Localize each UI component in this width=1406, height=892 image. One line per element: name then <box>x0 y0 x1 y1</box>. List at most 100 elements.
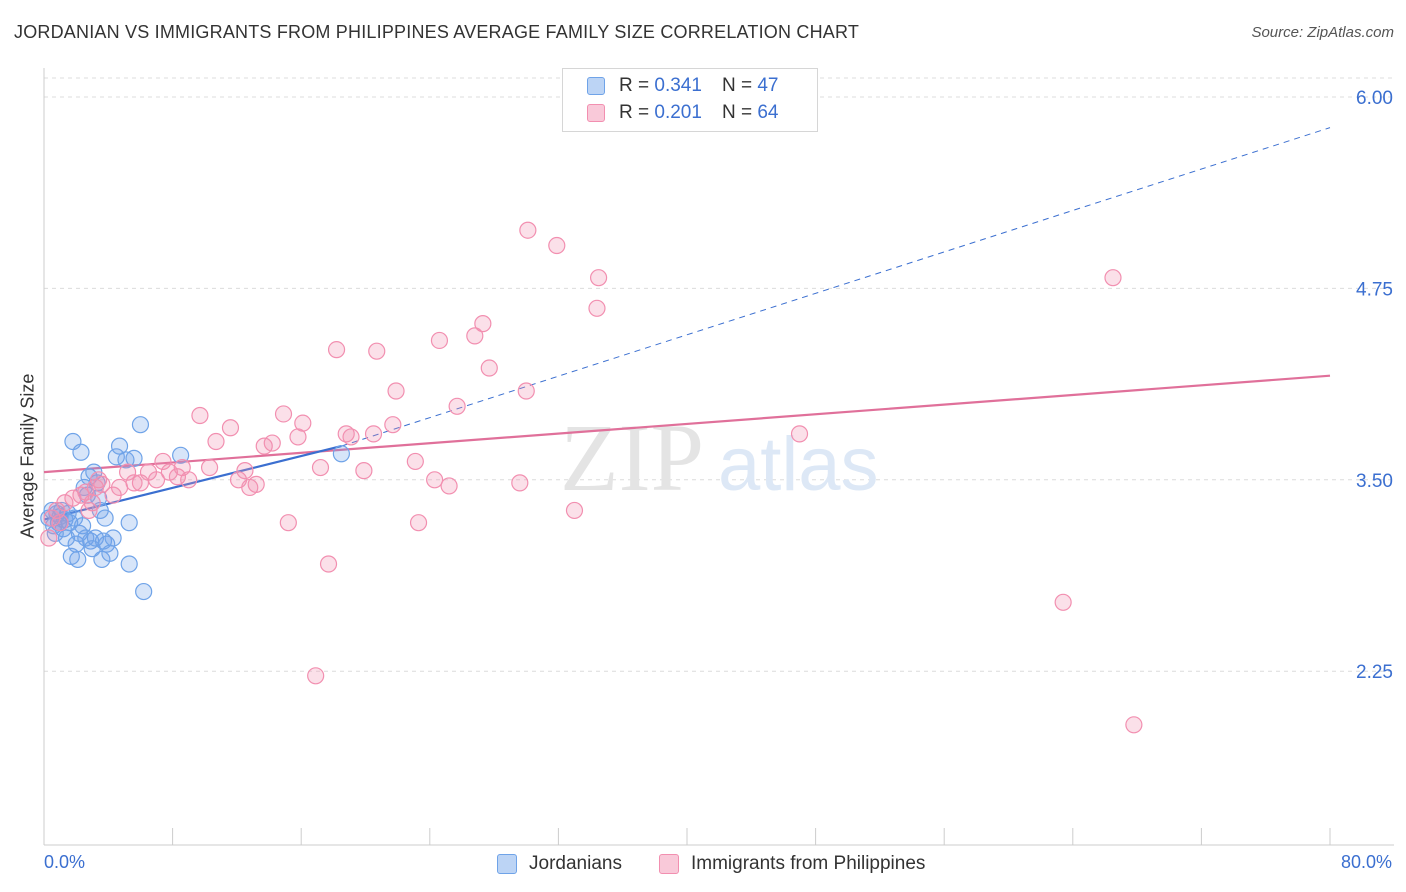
point-philippines <box>1104 269 1122 287</box>
point-philippines <box>519 221 537 239</box>
point-philippines <box>466 327 484 345</box>
watermark-atlas: atlas <box>718 422 879 507</box>
point-jordanian <box>131 416 150 434</box>
bottom-legend-label-philippines: Immigrants from Philippines <box>691 853 926 874</box>
point-jordanian <box>69 550 87 569</box>
legend-n-value-jordanians: 47 <box>757 75 779 96</box>
point-philippines <box>355 462 373 480</box>
legend-n-label: N = <box>721 102 753 123</box>
point-jordanian <box>107 448 125 466</box>
point-philippines <box>83 494 101 512</box>
axes <box>43 68 1394 846</box>
legend-row-philippines: R = 0.201 N = 64 <box>587 100 778 126</box>
bottom-legend-label-jordanians: Jordanians <box>529 853 622 874</box>
y-axis-title: Average Family Size <box>17 373 38 539</box>
legend-r-value-jordanians: 0.341 <box>654 75 702 96</box>
bottom-legend-jordanians: Jordanians <box>497 852 622 876</box>
point-philippines <box>565 501 584 520</box>
point-philippines <box>790 425 809 443</box>
bottom-legend-swatch-pink <box>659 854 679 874</box>
point-philippines <box>200 458 219 477</box>
point-philippines <box>387 382 405 400</box>
point-philippines <box>191 406 209 425</box>
trend-line-jordanians-projection <box>341 127 1331 447</box>
point-jordanian <box>120 514 138 532</box>
point-philippines <box>207 432 225 451</box>
data-points <box>40 221 1143 734</box>
point-philippines <box>236 462 254 480</box>
point-philippines <box>364 425 383 443</box>
legend-r-label: R = <box>619 102 650 123</box>
point-philippines <box>448 397 466 415</box>
legend-n-label: N = <box>721 75 753 96</box>
point-philippines <box>311 458 330 477</box>
point-philippines <box>337 425 355 443</box>
legend-r-label: R = <box>619 75 650 96</box>
point-philippines <box>480 359 498 377</box>
point-philippines <box>511 474 529 492</box>
legend-r-value-philippines: 0.201 <box>654 102 702 123</box>
y-tick-label: 6.00 <box>1356 88 1393 109</box>
trend-line-philippines <box>43 374 1331 474</box>
point-jordanian <box>101 544 119 562</box>
trend-lines <box>43 127 1331 521</box>
y-tick-labels: 2.25 3.50 4.75 6.00 <box>1356 88 1393 683</box>
legend-n-value-philippines: 64 <box>757 102 779 123</box>
point-philippines <box>1125 716 1143 734</box>
point-philippines <box>517 382 535 400</box>
point-jordanian <box>98 535 116 553</box>
point-philippines <box>77 483 95 501</box>
chart-title: JORDANIAN VS IMMIGRANTS FROM PHILIPPINES… <box>14 22 860 42</box>
point-philippines <box>147 471 166 489</box>
point-philippines <box>154 452 172 471</box>
bottom-legend-philippines: Immigrants from Philippines <box>659 852 925 876</box>
point-philippines <box>319 555 338 573</box>
point-philippines <box>409 514 428 532</box>
point-jordanian <box>135 582 153 601</box>
point-philippines <box>384 416 402 434</box>
y-tick-label: 2.25 <box>1356 662 1393 683</box>
y-tick-label: 3.50 <box>1356 471 1393 492</box>
point-philippines <box>110 478 129 497</box>
point-philippines <box>588 299 606 317</box>
point-jordanian <box>120 555 138 573</box>
point-philippines <box>51 514 69 532</box>
correlation-legend: R = 0.341 N = 47 R = 0.201 N = 64 <box>562 68 818 132</box>
point-philippines <box>368 342 386 360</box>
point-philippines <box>180 471 198 489</box>
point-philippines <box>90 471 108 489</box>
point-philippines <box>440 477 458 495</box>
bottom-legend-swatch-blue <box>497 854 517 874</box>
point-philippines <box>247 475 265 493</box>
point-philippines <box>40 529 58 547</box>
point-philippines <box>589 269 608 287</box>
legend-row-jordanians: R = 0.341 N = 47 <box>587 73 778 99</box>
point-philippines <box>168 468 187 486</box>
point-jordanian <box>77 529 95 547</box>
point-philippines <box>1054 593 1072 611</box>
legend-swatch-pink <box>587 104 605 122</box>
point-philippines <box>426 471 444 489</box>
point-philippines <box>118 463 137 481</box>
point-jordanian <box>332 445 350 463</box>
point-jordanian <box>125 449 143 467</box>
point-jordanian <box>96 509 114 527</box>
point-jordanian <box>61 514 79 532</box>
gridlines <box>44 77 1394 672</box>
legend-swatch-blue <box>587 77 605 95</box>
point-philippines <box>263 434 281 452</box>
point-jordanian <box>104 529 122 547</box>
point-jordanian <box>72 443 90 461</box>
point-philippines <box>160 463 178 481</box>
point-philippines <box>548 236 566 255</box>
point-philippines <box>125 474 143 492</box>
point-philippines <box>93 475 111 493</box>
y-tick-label: 4.75 <box>1356 279 1393 300</box>
x-tick-min: 0.0% <box>44 852 86 872</box>
point-philippines <box>221 419 240 437</box>
point-philippines <box>279 514 297 532</box>
point-philippines <box>406 452 424 471</box>
point-jordanian <box>110 437 129 455</box>
point-philippines <box>274 405 293 423</box>
